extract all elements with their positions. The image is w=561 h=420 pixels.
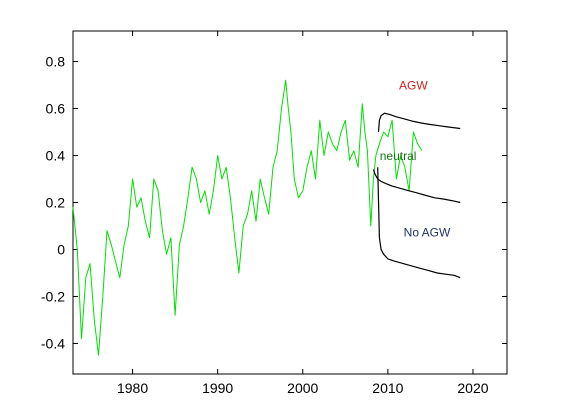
y-tick-label: -0.4 bbox=[41, 335, 65, 351]
y-tick-label: 0.8 bbox=[46, 54, 66, 70]
x-tick-label: 2010 bbox=[372, 380, 403, 396]
x-tick-label: 2020 bbox=[457, 380, 488, 396]
x-tick-label: 1990 bbox=[202, 380, 233, 396]
x-tick-label: 1980 bbox=[117, 380, 148, 396]
annotation-label: No AGW bbox=[404, 226, 451, 240]
y-axis: -0.4 -0.2 0 0.2 0.4 0.6 0.8 bbox=[41, 54, 507, 351]
annotation-label: AGW bbox=[399, 79, 428, 93]
series-layer bbox=[72, 79, 461, 356]
y-tick-label: 0 bbox=[57, 241, 65, 257]
annotations: AGW neutral No AGW bbox=[380, 79, 451, 240]
y-tick-label: 0.6 bbox=[46, 101, 66, 117]
annotation-label: neutral bbox=[380, 149, 417, 163]
x-tick-label: 2000 bbox=[287, 380, 318, 396]
y-tick-label: 0.2 bbox=[46, 195, 66, 211]
y-tick-label: -0.2 bbox=[41, 288, 65, 304]
y-tick-label: 0.4 bbox=[46, 148, 66, 164]
series-line-3 bbox=[377, 167, 461, 279]
series-line-1 bbox=[377, 112, 461, 133]
x-axis: 1980 1990 2000 2010 2020 bbox=[117, 31, 489, 396]
plot-area bbox=[72, 30, 508, 375]
series-line-0 bbox=[72, 79, 423, 356]
